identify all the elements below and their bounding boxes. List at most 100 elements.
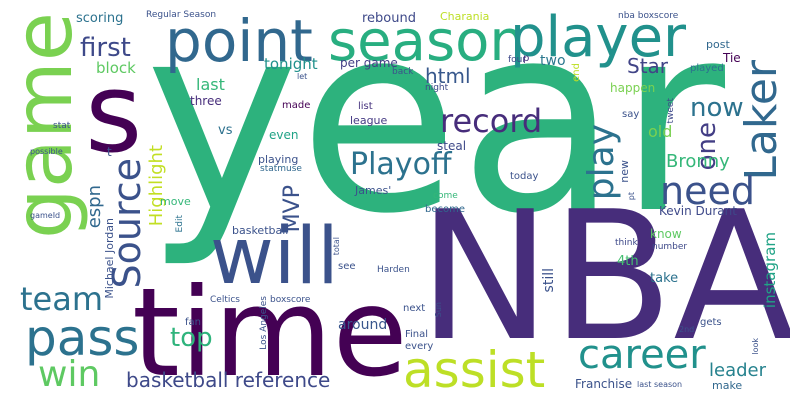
word-let: let — [297, 72, 308, 81]
word-nba-boxscore: nba boxscore — [618, 11, 679, 21]
word-happen: happen — [610, 81, 656, 95]
word-kevin-durant: Kevin Durant — [659, 204, 737, 218]
word-year: year — [145, 0, 726, 271]
word-laker: Laker — [736, 60, 787, 181]
word-top: top — [170, 323, 213, 353]
word-leader: leader — [709, 360, 767, 381]
word-team: team — [20, 280, 104, 318]
word-next: next — [403, 303, 426, 314]
word-steal: steal — [437, 139, 467, 153]
word-charania: Charania — [440, 10, 490, 23]
word-fan: fan — [185, 317, 201, 328]
word-every: every — [405, 341, 434, 352]
word-edit: Edit — [175, 215, 185, 233]
word-two: two — [540, 53, 566, 69]
word-win: win — [38, 354, 101, 395]
word-make: make — [712, 379, 743, 392]
word-need: need — [660, 169, 755, 213]
word-will: will — [210, 212, 339, 302]
word-played: played — [690, 63, 724, 74]
word-four: four — [508, 55, 527, 65]
word-old: old — [648, 122, 673, 141]
word-espn: espn — [84, 185, 105, 229]
word-possible: possible — [30, 147, 63, 156]
word-harden: Harden — [377, 265, 410, 275]
word-even: even — [269, 128, 299, 142]
word-number: number — [652, 242, 688, 252]
word-final: Final — [405, 329, 429, 340]
word-season: season — [328, 9, 525, 74]
word-scoring: scoring — [76, 11, 124, 26]
word-rebound: rebound — [362, 11, 416, 26]
word-back: back — [392, 67, 414, 77]
word-think: think — [615, 238, 638, 248]
word-assist: assist — [403, 341, 546, 399]
word-look: look — [751, 338, 760, 355]
word-player: player — [510, 5, 687, 70]
word-made: made — [282, 100, 311, 111]
word-move: move — [160, 195, 191, 208]
word-list: list — [358, 101, 373, 112]
word-time: time — [132, 262, 408, 404]
word-basketball-reference: basketball reference — [126, 368, 331, 392]
word-highlight: Highlight — [146, 145, 167, 227]
word-career: career — [578, 332, 706, 378]
word-last-season: last season — [637, 380, 683, 389]
word-block: block — [96, 59, 136, 77]
word-playoff: Playoff — [350, 147, 452, 182]
word-celtics: Celtics — [210, 295, 240, 305]
word-become: become — [425, 204, 466, 215]
word-tonight: tonight — [264, 55, 318, 73]
word-sun: Sun — [434, 302, 443, 318]
word-gets: gets — [700, 317, 722, 328]
word-play: play — [581, 124, 622, 201]
word-stat: stat — [53, 121, 71, 131]
word-know: know — [650, 227, 682, 241]
word-now: now — [690, 93, 744, 123]
word-t: t — [107, 145, 112, 159]
word-2nd: 2nd — [679, 325, 695, 334]
word-pass: pass — [25, 309, 140, 367]
word-tie: Tie — [723, 51, 741, 65]
word-point: point — [165, 7, 313, 75]
word-playing: playing — [258, 153, 299, 166]
word-gameid: gameId — [30, 211, 61, 220]
word-today: today — [510, 171, 539, 182]
word-three: three — [190, 94, 222, 108]
word-vs: vs — [218, 123, 233, 138]
word-michael-jordan: Michael Jordan — [103, 218, 116, 299]
word-take: take — [650, 271, 679, 286]
word-los-angeles: Los Angeles — [259, 296, 269, 350]
word-star: Star — [627, 54, 669, 78]
word-bronny: Bronny — [666, 151, 730, 172]
word-say: say — [622, 109, 640, 120]
word-total: total — [332, 237, 341, 256]
word-instagram: instagram — [761, 232, 779, 309]
word-first: first — [80, 33, 131, 63]
word-night: night — [425, 83, 449, 93]
word-franchise: Franchise — [575, 377, 633, 391]
word-end: end — [571, 63, 582, 82]
word-league: league — [350, 114, 388, 127]
word-game: game — [0, 12, 90, 239]
word-statmuse: statmuse — [260, 164, 302, 174]
word-p: p — [523, 53, 530, 64]
word-last: last — [196, 75, 225, 94]
word-per-game: per game — [340, 56, 398, 70]
word-record: record — [440, 102, 543, 140]
word-new: new — [618, 160, 631, 183]
word-around: around — [338, 317, 388, 333]
word-still: still — [541, 268, 557, 293]
word-basketball: basketball — [232, 224, 289, 237]
word-post: post — [706, 38, 730, 51]
word-s: s — [85, 49, 143, 177]
word-james: James' — [355, 184, 392, 197]
word-pt: pt — [627, 192, 636, 201]
word-boxscore: boxscore — [270, 295, 311, 305]
word-regular-season: Regular Season — [146, 10, 217, 20]
word-4th: 4th — [617, 254, 639, 269]
word-nba: NBA — [418, 173, 790, 380]
word-see: see — [338, 261, 356, 272]
word-html: html — [425, 64, 471, 88]
